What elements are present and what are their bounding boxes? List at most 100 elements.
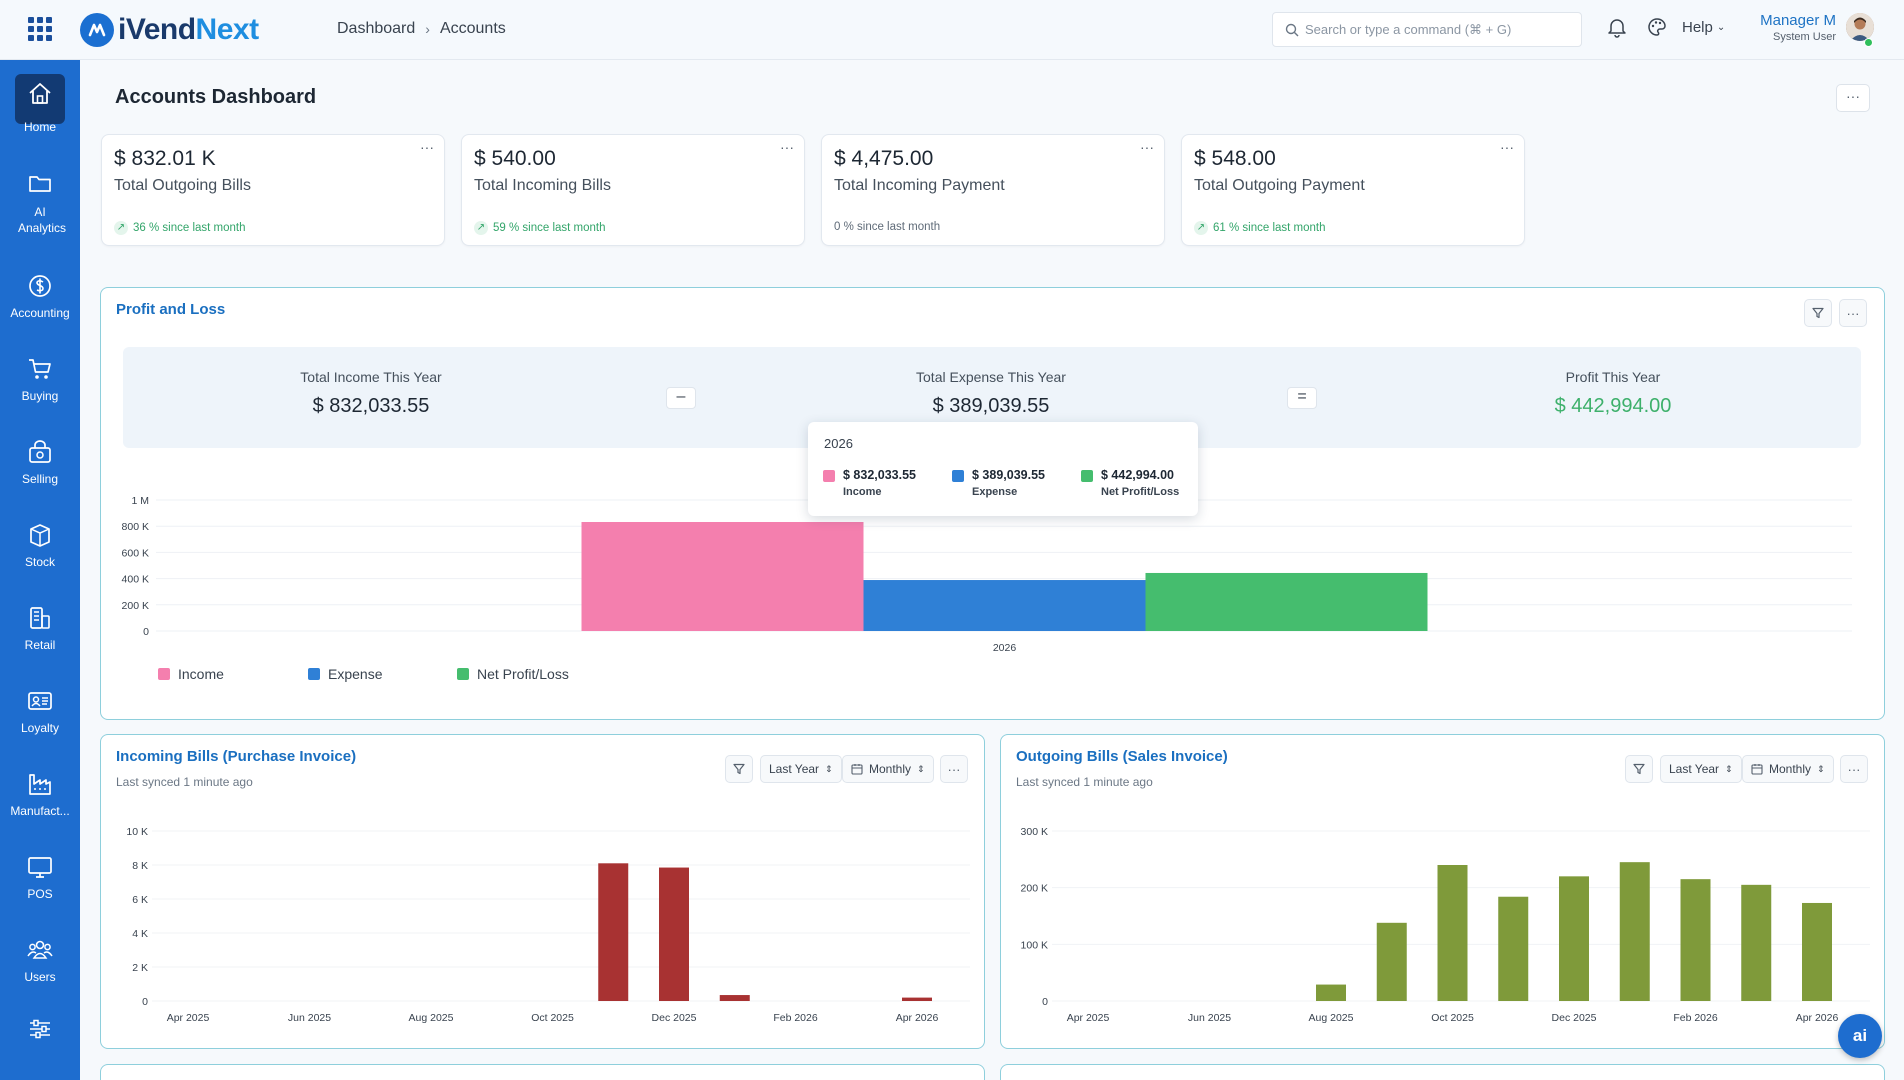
sidebar-item-home[interactable]: Home [0, 74, 80, 134]
calendar-icon [1751, 764, 1763, 775]
stat-value: $ 832.01 K [114, 147, 216, 170]
tooltip-name: Net Profit/Loss [1101, 486, 1180, 498]
x-tick-label: Oct 2025 [531, 1012, 574, 1024]
period-label: Last Year [769, 762, 820, 776]
bar-nov-2025 [598, 863, 629, 1001]
period-label: Last Year [1669, 762, 1720, 776]
bar-nov-2025 [1498, 896, 1529, 1001]
palette-icon[interactable] [1646, 16, 1668, 38]
net-swatch [1081, 470, 1093, 482]
tooltip-name: Income [843, 486, 882, 498]
sidebar-item-stock[interactable]: Stock [0, 521, 80, 569]
breadcrumb-dashboard[interactable]: Dashboard [337, 20, 416, 37]
profit-loss-filter-button[interactable] [1804, 299, 1832, 327]
bar-jan-2026 [719, 995, 750, 1001]
outgoing-interval-select[interactable]: Monthly ⇕ [1742, 755, 1834, 783]
bar-sep-2025 [1376, 922, 1407, 1001]
user-menu[interactable]: Manager M System User [1756, 12, 1836, 43]
stat-card-incoming-bills[interactable]: $ 540.00 Total Incoming Bills ↗ 59 % sinc… [461, 134, 805, 246]
monitor-icon [28, 857, 52, 878]
x-tick-label: Dec 2025 [1552, 1012, 1597, 1024]
logo-mark-icon [80, 13, 114, 47]
bar-apr-2026 [902, 997, 932, 1001]
card-more-button[interactable]: ··· [420, 139, 434, 155]
outgoing-more-button[interactable]: ··· [1840, 755, 1868, 783]
y-tick-label: 200 K [1021, 883, 1048, 895]
bell-icon[interactable] [1606, 16, 1628, 38]
search-input[interactable] [1305, 22, 1575, 37]
arrow-up-right-icon: ↗ [114, 221, 128, 235]
incoming-bills-synced: Last synced 1 minute ago [116, 775, 253, 789]
sidebar-item-label: Loyalty [20, 721, 60, 735]
search-box[interactable] [1272, 12, 1582, 47]
user-role: System User [1773, 31, 1836, 43]
sidebar-item-label: Selling [21, 472, 59, 486]
sidebar-item-loyalty[interactable]: Loyalty [0, 687, 80, 735]
sidebar-item-pos[interactable]: POS [0, 853, 80, 901]
sidebar-item-accounting[interactable]: Accounting [0, 272, 80, 320]
sidebar-item-label: Retail [24, 638, 56, 652]
outgoing-period-select[interactable]: Last Year ⇕ [1660, 755, 1742, 783]
incoming-interval-select[interactable]: Monthly ⇕ [842, 755, 934, 783]
card-more-button[interactable]: ··· [1500, 139, 1514, 155]
x-tick-label: Jun 2025 [1188, 1012, 1231, 1024]
legend-expense[interactable]: Expense [308, 666, 382, 682]
outgoing-filter-button[interactable] [1625, 755, 1653, 783]
expense-summary-label: Total Expense This Year [916, 369, 1066, 385]
stat-card-incoming-payment[interactable]: $ 4,475.00 Total Incoming Payment 0 % si… [821, 134, 1165, 246]
tooltip-name: Expense [972, 486, 1018, 498]
y-tick-label: 2 K [132, 962, 148, 974]
brand-name: iVendNext [118, 13, 259, 46]
breadcrumb-accounts[interactable]: Accounts [439, 20, 506, 37]
id-card-icon [28, 692, 52, 710]
avatar[interactable] [1846, 13, 1874, 41]
legend-income[interactable]: Income [158, 666, 224, 682]
interval-label: Monthly [1769, 762, 1812, 776]
x-tick-label: Oct 2025 [1431, 1012, 1474, 1024]
ai-assistant-button[interactable]: ai [1838, 1014, 1882, 1058]
breadcrumb-chevron-icon: › [425, 21, 430, 37]
stat-card-outgoing-bills[interactable]: $ 832.01 K Total Outgoing Bills ↗ 36 % si… [101, 134, 445, 246]
tooltip-year: 2026 [824, 436, 853, 451]
incoming-period-select[interactable]: Last Year ⇕ [760, 755, 842, 783]
y-tick-label: 8 K [132, 860, 148, 872]
help-menu[interactable]: Help ⌄ [1682, 19, 1725, 36]
stat-change: ↗ 59 % since last month [474, 221, 606, 235]
bar-mar-2026 [1741, 884, 1772, 1001]
brand-logo[interactable]: iVendNext [80, 12, 259, 48]
apps-grid-icon[interactable] [28, 17, 52, 41]
stat-card-outgoing-payment[interactable]: $ 548.00 Total Outgoing Payment ↗ 61 % si… [1181, 134, 1525, 246]
sidebar-item-selling[interactable]: Selling [0, 438, 80, 486]
register-icon [30, 607, 50, 629]
sidebar-item-buying[interactable]: Buying [0, 355, 80, 403]
calendar-icon [851, 764, 863, 775]
minus-operator: – [666, 387, 696, 409]
legend-net-profit[interactable]: Net Profit/Loss [457, 666, 569, 682]
card-more-button[interactable]: ··· [1140, 139, 1154, 155]
page-more-button[interactable]: ··· [1836, 84, 1870, 112]
sidebar-item-settings[interactable] [0, 1015, 80, 1049]
incoming-more-button[interactable]: ··· [940, 755, 968, 783]
x-tick-label: 2026 [993, 642, 1017, 654]
interval-label: Monthly [869, 762, 912, 776]
incoming-filter-button[interactable] [725, 755, 753, 783]
updown-icon: ⇕ [825, 763, 833, 774]
sidebar-item-users[interactable]: Users [0, 936, 80, 984]
x-tick-label: Aug 2025 [1309, 1012, 1354, 1024]
profit-loss-more-button[interactable]: ··· [1839, 299, 1867, 327]
sidebar-item-retail[interactable]: Retail [0, 604, 80, 652]
x-tick-label: Aug 2025 [409, 1012, 454, 1024]
sidebar-item-manufacturing[interactable]: Manufact... [0, 770, 80, 818]
sidebar-item-ai-analytics[interactable]: AI Analytics [0, 170, 80, 236]
outgoing-bills-chart: 0 100 K 200 K 300 K Apr 2025 Jun 2025 Aug 2025… [1021, 826, 1870, 1024]
breadcrumb: Dashboard › Accounts [337, 20, 506, 38]
stat-change: 0 % since last month [834, 221, 941, 233]
bar-income [581, 522, 864, 631]
dollar-icon [29, 275, 51, 297]
card-more-button[interactable]: ··· [780, 139, 794, 155]
incoming-bills-chart: 0 2 K 4 K 6 K 8 K 10 K Apr 2025 Jun 2025 Aug 202… [126, 826, 970, 1024]
filter-icon [1812, 307, 1824, 319]
stat-label: Total Outgoing Bills [114, 177, 251, 194]
arrow-up-right-icon: ↗ [1194, 221, 1208, 235]
home-icon [29, 83, 51, 104]
